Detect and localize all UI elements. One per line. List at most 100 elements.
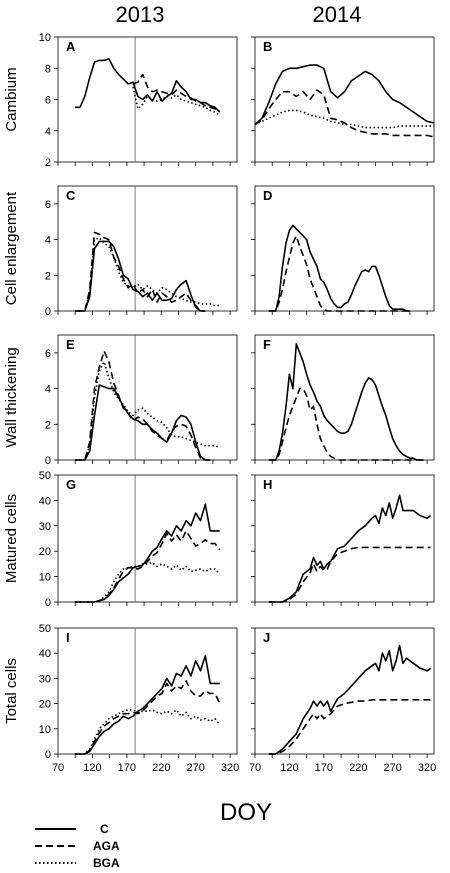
- series-line-e-bga: [75, 360, 221, 461]
- panel-letter-f: F: [263, 337, 271, 352]
- panel-c: 0 2 4 6 C Cell enlargement: [3, 185, 238, 318]
- panel-i: 0 10 20 30 40 50 70 120 170 220 270 320 I Total cells: [3, 623, 239, 774]
- series-line-b-c: [254, 64, 435, 126]
- col-title-2013: 2013: [116, 2, 165, 27]
- y-axis-label-a: Cambium: [3, 67, 20, 131]
- y-tick-label-i-40: 40: [39, 648, 51, 660]
- panel-letter-a: A: [66, 39, 76, 54]
- panel-frame-e: [57, 334, 238, 461]
- series-line-i-c: [75, 654, 220, 755]
- x-tick-label-j-70: 70: [249, 762, 261, 774]
- y-tick-label-i-0: 0: [45, 749, 51, 761]
- x-tick-label-i-170: 170: [118, 762, 136, 774]
- y-tick-label-g-40: 40: [39, 495, 51, 507]
- x-axis-title: DOY: [220, 799, 272, 826]
- y-tick-label-c-6: 6: [45, 199, 51, 211]
- panel-frame-i: [57, 627, 238, 755]
- series-line-i-bga: [75, 709, 221, 755]
- legend-label-c: C: [100, 822, 109, 836]
- series-line-d-c: [268, 224, 410, 312]
- y-tick-label-a-4: 4: [45, 126, 51, 138]
- panel-letter-i: I: [66, 630, 70, 645]
- series-line-j-aga: [268, 698, 431, 755]
- y-tick-label-i-30: 30: [39, 673, 51, 685]
- series-line-c-bga: [75, 237, 220, 312]
- panel-f: F: [251, 334, 435, 464]
- y-tick-label-a-8: 8: [45, 63, 51, 75]
- series-line-j-c: [268, 644, 432, 755]
- series-line-g-aga: [75, 530, 221, 603]
- y-axis-label-g: Matured cells: [3, 494, 20, 583]
- y-tick-label-i-50: 50: [39, 623, 51, 635]
- y-tick-label-g-30: 30: [39, 521, 51, 533]
- y-tick-label-g-50: 50: [39, 470, 51, 482]
- y-tick-label-e-2: 2: [45, 419, 51, 431]
- y-tick-label-a-2: 2: [45, 157, 51, 169]
- y-tick-label-a-6: 6: [45, 95, 51, 107]
- panel-letter-d: D: [263, 188, 272, 203]
- panel-d: D: [251, 185, 435, 315]
- y-tick-label-g-0: 0: [45, 597, 51, 609]
- y-tick-label-e-4: 4: [45, 384, 51, 396]
- panel-letter-c: C: [66, 188, 76, 203]
- y-axis-label-e: Wall thickening: [3, 347, 20, 447]
- x-tick-label-i-70: 70: [52, 762, 64, 774]
- y-tick-label-e-6: 6: [45, 348, 51, 360]
- series-line-e-c: [75, 384, 211, 461]
- series-line-a-c: [75, 58, 221, 113]
- x-tick-label-j-120: 120: [280, 762, 298, 774]
- y-axis-label-c: Cell enlargement: [3, 191, 20, 305]
- series-line-f-c: [268, 343, 424, 461]
- y-tick-label-i-20: 20: [39, 699, 51, 711]
- series-line-c-aga: [75, 231, 206, 312]
- x-tick-label-j-170: 170: [315, 762, 333, 774]
- panel-frame-a: [57, 36, 238, 163]
- panel-letter-e: E: [66, 337, 75, 352]
- chart-panels: 2 4 6 8 10 A Cambium B 0 2 4 6 C Cell enlargement D 0 2 4…: [3, 32, 436, 774]
- panel-frame-d: [254, 185, 435, 312]
- panel-b: B: [251, 36, 435, 166]
- panel-letter-j: J: [263, 630, 270, 645]
- x-tick-label-i-220: 220: [152, 762, 170, 774]
- panel-j: 70 120 170 220 270 320 J: [249, 627, 436, 774]
- y-tick-label-a-10: 10: [39, 32, 51, 44]
- y-tick-label-e-0: 0: [45, 455, 51, 467]
- panel-letter-h: H: [263, 477, 272, 492]
- panel-frame-c: [57, 185, 238, 312]
- legend-label-aga: AGA: [93, 839, 120, 853]
- series-line-a-aga: [132, 73, 221, 112]
- x-tick-label-i-320: 320: [221, 762, 239, 774]
- panel-frame-f: [254, 334, 435, 461]
- series-line-c-c: [75, 240, 206, 312]
- series-line-h-aga: [268, 546, 431, 603]
- y-axis-label-i: Total cells: [3, 658, 20, 724]
- panel-letter-g: G: [66, 477, 76, 492]
- x-tick-label-i-270: 270: [187, 762, 205, 774]
- series-line-f-aga: [268, 387, 424, 461]
- legend: C AGA BGA: [35, 822, 120, 870]
- series-line-g-bga: [75, 561, 221, 603]
- panel-frame-b: [254, 36, 435, 163]
- y-tick-label-c-2: 2: [45, 270, 51, 282]
- series-line-b-bga: [254, 109, 434, 129]
- series-line-d-aga: [268, 235, 410, 312]
- series-line-g-c: [75, 503, 220, 603]
- panel-g: 0 10 20 30 40 50 G Matured cells: [3, 470, 238, 609]
- panel-frame-j: [254, 627, 435, 755]
- x-tick-label-j-270: 270: [384, 762, 402, 774]
- panel-frame-g: [57, 474, 238, 603]
- series-line-b-aga: [254, 89, 435, 138]
- x-tick-label-j-320: 320: [418, 762, 436, 774]
- x-tick-label-j-220: 220: [349, 762, 367, 774]
- y-tick-label-g-20: 20: [39, 546, 51, 558]
- series-line-h-c: [268, 494, 432, 603]
- y-tick-label-c-0: 0: [45, 306, 51, 318]
- panel-a: 2 4 6 8 10 A Cambium: [3, 32, 238, 169]
- x-tick-label-i-120: 120: [83, 762, 101, 774]
- y-tick-label-g-10: 10: [39, 572, 51, 584]
- y-tick-label-i-10: 10: [39, 724, 51, 736]
- legend-label-bga: BGA: [93, 856, 120, 870]
- panel-e: 0 2 4 6 E Wall thickening: [3, 334, 238, 467]
- panel-frame-h: [254, 474, 435, 603]
